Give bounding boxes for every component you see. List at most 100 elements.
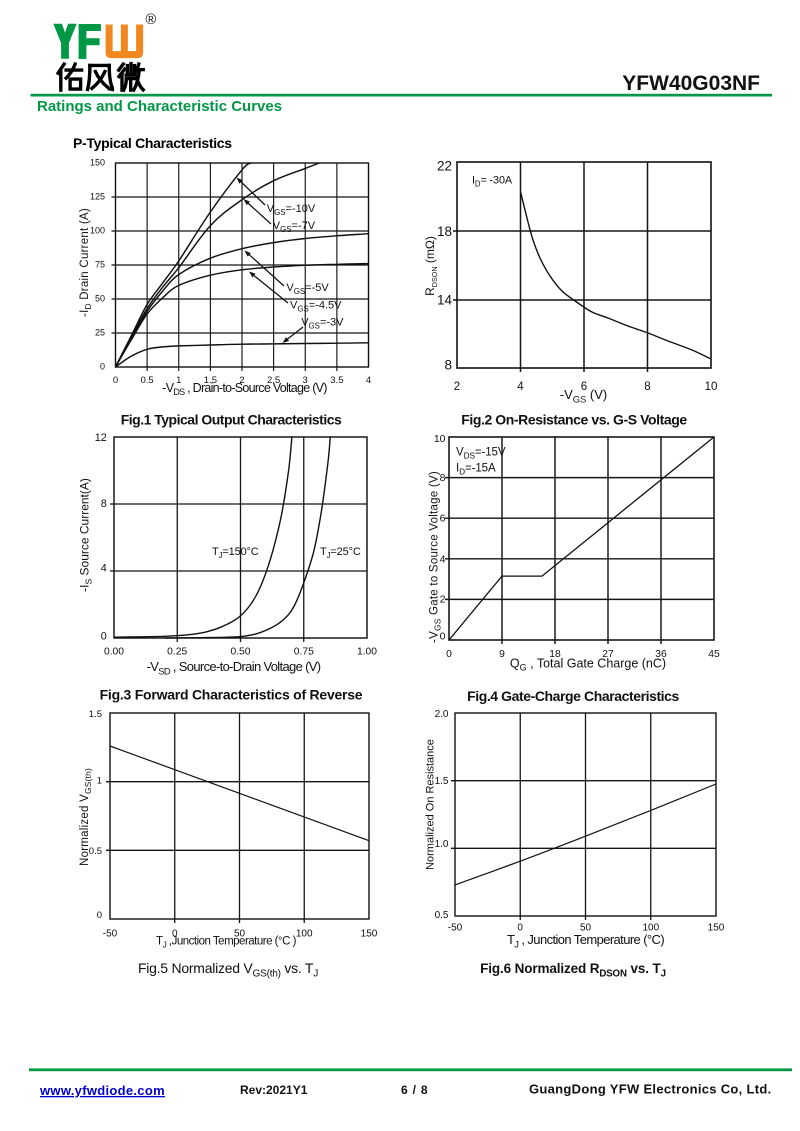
svg-text:1.5: 1.5 xyxy=(204,375,217,386)
svg-text:Fig.2 On-Resistance vs. G-S Vo: Fig.2 On-Resistance vs. G-S Voltage xyxy=(461,412,687,428)
svg-text:12: 12 xyxy=(95,432,107,444)
svg-text:Fig.4 Gate-Charge Characterist: Fig.4 Gate-Charge Characteristics xyxy=(467,688,679,704)
svg-text:Fig.3 Forward Characteristics: Fig.3 Forward Characteristics of Reverse xyxy=(100,687,363,703)
svg-text:14: 14 xyxy=(437,293,453,308)
svg-text:125: 125 xyxy=(90,192,105,202)
svg-text:VDS​=-15V: VDS​=-15V xyxy=(456,447,506,461)
svg-text:QG​ , Total Gate Charge (nC): QG​ , Total Gate Charge (nC) xyxy=(510,657,666,673)
svg-text:-50: -50 xyxy=(448,923,463,934)
svg-text:10: 10 xyxy=(434,433,446,445)
svg-text:1.0: 1.0 xyxy=(435,839,449,850)
svg-text:-VGS​ Gate to Source Voltage (: -VGS​ Gate to Source Voltage (V) xyxy=(429,471,443,643)
svg-text:4: 4 xyxy=(517,381,524,393)
svg-text:0.25: 0.25 xyxy=(167,647,187,658)
svg-text:50: 50 xyxy=(580,923,592,934)
svg-text:6: 6 xyxy=(581,381,587,393)
svg-text:0: 0 xyxy=(97,910,102,921)
svg-text:Ratings and Characteristic Cur: Ratings and Characteristic Curves xyxy=(37,98,282,115)
svg-text:1.5: 1.5 xyxy=(435,776,449,787)
svg-text:0.50: 0.50 xyxy=(230,647,250,658)
svg-text:RDSON​ (mΩ): RDSON​ (mΩ) xyxy=(423,236,439,296)
svg-text:TJ​ , Junction Temperature (°C: TJ​ , Junction Temperature (°C) xyxy=(507,932,664,949)
svg-text:0.5: 0.5 xyxy=(140,375,153,386)
svg-text:0: 0 xyxy=(517,923,523,934)
svg-text:-VDS​ , Drain-to-Source Voltag: -VDS​ , Drain-to-Source Voltage (V) xyxy=(162,381,327,397)
svg-text:Fig.5 Normalized VGS(th)​ vs.: Fig.5 Normalized VGS(th)​ vs. TJ​ xyxy=(138,960,318,980)
svg-text:1: 1 xyxy=(176,375,181,386)
svg-text:2.5: 2.5 xyxy=(267,375,280,386)
svg-text:2: 2 xyxy=(440,594,446,606)
svg-text:6 / 8: 6 / 8 xyxy=(401,1083,428,1097)
svg-text:8: 8 xyxy=(440,472,446,484)
svg-text:0.75: 0.75 xyxy=(294,647,314,658)
svg-text:Rev:2021Y1: Rev:2021Y1 xyxy=(240,1083,308,1097)
svg-text:0: 0 xyxy=(101,631,107,643)
svg-text:Fig.1 Typical Output Character: Fig.1 Typical Output Characteristics xyxy=(121,412,342,428)
svg-text:4: 4 xyxy=(440,553,446,565)
svg-text:-50: -50 xyxy=(103,929,118,940)
svg-text:ID​=-15A: ID​=-15A xyxy=(456,463,496,477)
svg-text:36: 36 xyxy=(655,649,667,660)
svg-text:100: 100 xyxy=(296,929,313,940)
svg-text:1.5: 1.5 xyxy=(89,709,102,720)
svg-text:0: 0 xyxy=(100,362,105,372)
svg-text:2: 2 xyxy=(239,375,244,386)
svg-text:22: 22 xyxy=(437,159,452,174)
svg-text:75: 75 xyxy=(95,260,105,270)
svg-text:4: 4 xyxy=(366,375,371,386)
svg-text:6: 6 xyxy=(440,513,446,525)
svg-text:18: 18 xyxy=(549,649,561,660)
svg-text:TJ​=25°C: TJ​=25°C xyxy=(320,546,361,560)
svg-text:Normalized On Resistance: Normalized On Resistance xyxy=(425,739,437,870)
svg-text:0.5: 0.5 xyxy=(435,910,449,921)
svg-text:0.5: 0.5 xyxy=(89,846,102,857)
svg-text:8: 8 xyxy=(644,381,650,393)
svg-text:150: 150 xyxy=(361,929,378,940)
svg-text:VGS​=-3V: VGS​=-3V xyxy=(301,317,344,331)
svg-text:VGS​=-5V: VGS​=-5V xyxy=(286,282,329,296)
svg-text:2.0: 2.0 xyxy=(435,709,449,720)
svg-text:VGS​=-4.5V: VGS​=-4.5V xyxy=(290,300,342,314)
svg-text:Fig.6 Normalized RDSON​ vs. TJ: Fig.6 Normalized RDSON​ vs. TJ​ xyxy=(480,961,666,980)
svg-text:-IS​ Source Current(A): -IS​ Source Current(A) xyxy=(78,478,94,592)
svg-text:150: 150 xyxy=(708,923,725,934)
svg-text:4: 4 xyxy=(101,563,107,575)
svg-text:TJ​ ,Junction Temperature (°C: TJ​ ,Junction Temperature (°C ) xyxy=(156,936,297,950)
svg-text:8: 8 xyxy=(444,358,452,373)
svg-text:Normalized VGS(th)​: Normalized VGS(th)​ xyxy=(79,768,93,866)
svg-text:®: ® xyxy=(146,12,157,28)
svg-text:50: 50 xyxy=(234,929,246,940)
svg-text:VGS​=-10V: VGS​=-10V xyxy=(267,203,316,217)
svg-text:150: 150 xyxy=(90,158,105,168)
svg-text:TJ​=150°C: TJ​=150°C xyxy=(212,546,259,560)
svg-text:ID​= -30A: ID​= -30A xyxy=(472,175,513,189)
svg-text:0: 0 xyxy=(172,929,178,940)
svg-text:2: 2 xyxy=(454,381,460,393)
svg-text:50: 50 xyxy=(95,294,105,304)
svg-text:-VSD​ , Source-to-Drain Voltag: -VSD​ , Source-to-Drain Voltage (V) xyxy=(147,659,321,676)
svg-text:0.00: 0.00 xyxy=(104,647,124,658)
svg-text:3.5: 3.5 xyxy=(330,375,343,386)
svg-text:GuangDong YFW Electronics Co,: GuangDong YFW Electronics Co, Ltd. xyxy=(529,1082,772,1097)
svg-text:8: 8 xyxy=(101,498,107,510)
svg-text:VGS​=-7V: VGS​=-7V xyxy=(273,220,316,234)
svg-text:YFW40G03NF: YFW40G03NF xyxy=(622,72,760,95)
svg-text:www.yfwdiode.com: www.yfwdiode.com xyxy=(39,1083,165,1098)
svg-text:18: 18 xyxy=(437,224,452,239)
svg-text:25: 25 xyxy=(95,328,105,338)
svg-text:27: 27 xyxy=(602,649,614,660)
svg-text:1.00: 1.00 xyxy=(357,647,377,658)
svg-text:100: 100 xyxy=(90,226,105,236)
svg-text:-VGS​ (V): -VGS​ (V) xyxy=(560,387,608,404)
svg-text:45: 45 xyxy=(708,649,720,660)
svg-text:0: 0 xyxy=(440,631,446,643)
svg-text:100: 100 xyxy=(642,923,659,934)
svg-text:P-Typical Characteristics: P-Typical Characteristics xyxy=(73,135,232,151)
svg-text:1: 1 xyxy=(97,776,102,787)
svg-text:9: 9 xyxy=(499,649,505,660)
svg-text:10: 10 xyxy=(705,381,718,393)
svg-text:-ID​ Drain Current (A): -ID​ Drain Current (A) xyxy=(79,208,93,317)
svg-text:3: 3 xyxy=(303,375,308,386)
svg-text:0: 0 xyxy=(446,649,452,660)
svg-text:0: 0 xyxy=(113,375,118,386)
